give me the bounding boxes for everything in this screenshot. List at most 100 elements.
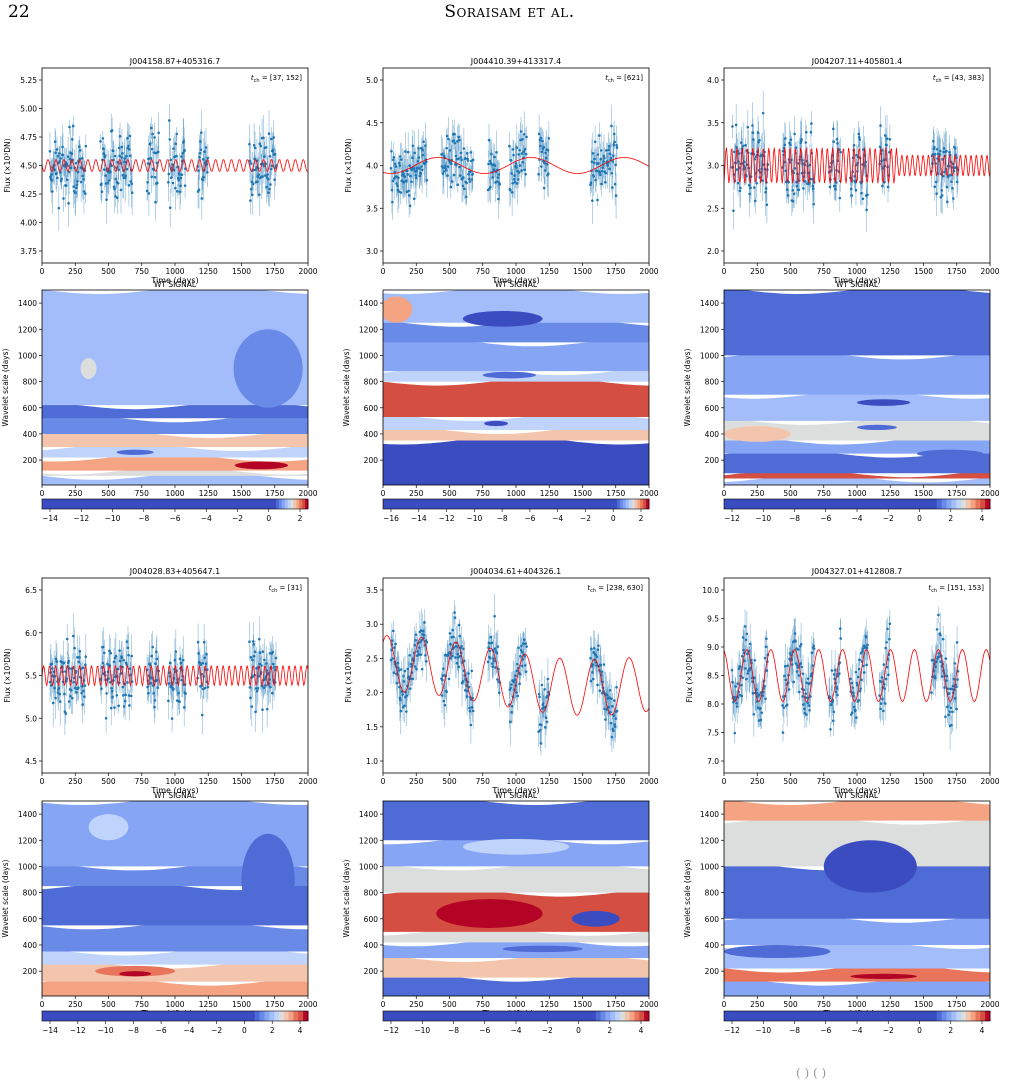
wavelet-plot: WT SIGNAL025050075010001250150017502000T… (1, 791, 318, 1018)
tch-subscript: ch (254, 78, 260, 84)
y-axis-label: Wavelet scale (days) (1, 348, 10, 426)
data-point (109, 651, 113, 655)
colorbar-segment (250, 499, 264, 509)
data-point (130, 191, 134, 195)
data-point (250, 705, 254, 708)
data-point (274, 656, 278, 660)
x-tick-label: 1500 (914, 777, 933, 786)
x-tick-label: 1000 (506, 1000, 525, 1009)
colorbar-tick-label: −6 (156, 1026, 167, 1035)
panel-5: J004034.61+404326.1 tch = [238, 630] 0 250 5… (342, 567, 659, 1035)
data-point (101, 137, 105, 140)
y-tick-label: 800 (364, 378, 379, 387)
data-point (406, 150, 410, 154)
colorbar-segment (94, 499, 108, 509)
y-tick-label: 1400 (359, 810, 378, 819)
data-point (200, 131, 203, 134)
x-tick-label: 1750 (265, 777, 284, 786)
data-point (888, 137, 892, 141)
contour-band (42, 414, 308, 434)
data-point (521, 138, 524, 141)
y-tick-label: 5.00 (20, 105, 37, 114)
y-tick-label: 1200 (18, 325, 37, 334)
x-tick-label: 1500 (573, 267, 592, 276)
colorbar-segment (305, 499, 309, 509)
data-point (463, 187, 466, 191)
data-point (84, 655, 88, 658)
data-point (170, 717, 174, 720)
y-tick-label: 1400 (700, 299, 719, 308)
data-point (465, 695, 469, 698)
colorbar-segment (924, 499, 938, 509)
data-point (417, 156, 421, 159)
data-point (57, 152, 61, 155)
colorbar-segment (42, 499, 56, 509)
data-point (888, 622, 892, 626)
colorbar-tick-label: −8 (497, 514, 508, 523)
x-tick-label: 1500 (232, 1000, 251, 1009)
data-point (457, 665, 461, 669)
running-head: Soraisam et al. (444, 2, 575, 22)
y-tick-label: 8.0 (707, 700, 719, 709)
contour-band (42, 921, 308, 952)
wavelet-plot: WT SIGNAL025050075010001250150017502000T… (342, 791, 659, 1018)
colorbar-segment (854, 1011, 867, 1021)
data-point (178, 190, 182, 194)
lightcurve-plot: J004410.39+413317.4 tch = [621] 0 250 500 750… (344, 57, 659, 285)
colorbar-segment (276, 499, 280, 509)
wavelet-contours (724, 290, 990, 485)
colorbar-tick-label: −6 (820, 1026, 831, 1035)
data-point (739, 683, 743, 687)
x-tick-label: 750 (135, 1000, 150, 1009)
colorbar-segment (643, 499, 647, 509)
colorbar-segment (195, 1011, 209, 1021)
wavelet-title: WT SIGNAL (495, 280, 538, 289)
data-point (121, 685, 125, 689)
data-point (398, 698, 402, 702)
data-point (56, 176, 59, 180)
data-point (839, 150, 843, 154)
data-point (108, 170, 112, 174)
data-point (598, 134, 601, 137)
colorbar-tick-label: 0 (917, 514, 922, 523)
contour-blob (823, 840, 917, 893)
data-point (808, 708, 811, 712)
colorbar-segment (610, 1011, 616, 1021)
data-point (183, 148, 186, 152)
data-point (465, 181, 468, 185)
colorbar-segment (759, 1011, 772, 1021)
x-tick-label: 500 (101, 777, 116, 786)
data-point (850, 711, 854, 714)
contour-blob (482, 371, 536, 379)
data-point (453, 132, 456, 136)
data-point (82, 178, 85, 181)
y-tick-label: 7.5 (707, 729, 719, 738)
tch-value: = [31] (277, 584, 302, 592)
x-axis-label: Time (days) (150, 786, 198, 795)
data-point (425, 160, 428, 164)
data-point (124, 693, 127, 697)
y-tick-label: 1000 (700, 351, 719, 360)
contour-band (42, 947, 308, 965)
colorbar-segment (634, 1011, 640, 1021)
x-tick-label: 1750 (606, 777, 625, 786)
colorbar-segment (68, 499, 82, 509)
colorbar-segment (269, 1011, 275, 1021)
data-point (537, 730, 540, 733)
colorbar-tick-label: −8 (128, 1026, 139, 1035)
colorbar-tick-label: 2 (607, 1026, 612, 1035)
data-point (604, 181, 607, 184)
data-point (838, 196, 842, 200)
data-point (197, 188, 201, 192)
data-point (202, 175, 205, 179)
colorbar-segment (901, 1011, 914, 1021)
data-point (746, 125, 750, 129)
data-point (525, 135, 528, 139)
colorbar-tick-label: 0 (917, 1026, 922, 1035)
data-point (737, 667, 741, 671)
data-point (198, 155, 201, 159)
data-point (64, 712, 68, 715)
data-point (110, 687, 113, 690)
colorbar-tick-label: −8 (138, 514, 149, 523)
colorbar-segment (615, 1011, 621, 1021)
